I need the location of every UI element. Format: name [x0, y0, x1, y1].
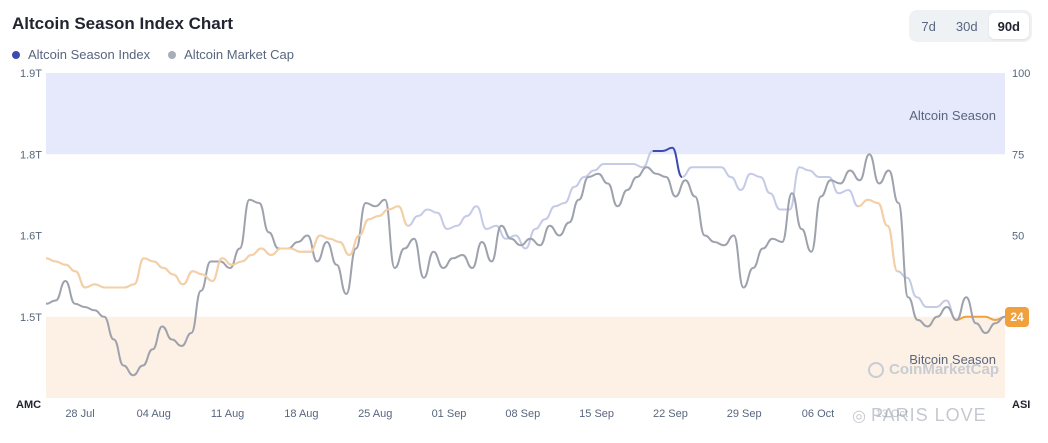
- x-axis-tick: 29 Sep: [727, 408, 762, 420]
- x-axis-tick: 25 Aug: [358, 408, 392, 420]
- camera-icon: ◎: [852, 407, 867, 425]
- left-axis-tick: 1.6T: [20, 231, 42, 243]
- x-axis-tick: 28 Jul: [65, 408, 94, 420]
- asi-line-segment: [45, 150, 654, 289]
- legend-dot-amc: [168, 50, 177, 59]
- chart-legend: Altcoin Season Index Altcoin Market Cap: [12, 47, 294, 62]
- zone-label-1: Bitcoin Season: [909, 352, 996, 367]
- x-axis-tick: 22 Sep: [653, 408, 688, 420]
- zone-band-1: [46, 316, 1005, 398]
- left-axis-label: AMC: [16, 399, 41, 411]
- chart-title: Altcoin Season Index Chart: [12, 14, 234, 33]
- asi-line-early: [45, 205, 409, 289]
- time-range-selector: 7d 30d 90d: [909, 10, 1032, 42]
- x-axis-tick: 04 Aug: [137, 408, 171, 420]
- right-axis-tick: 75: [1012, 149, 1024, 161]
- x-axis-tick: 18 Aug: [284, 408, 318, 420]
- right-axis-tick: 100: [1012, 68, 1030, 80]
- left-axis-tick: 1.8T: [20, 149, 42, 161]
- asi-line-segment: [652, 146, 684, 178]
- watermark-brand: CoinMarketCap: [889, 361, 1000, 378]
- overlay-watermark: ◎ PARIS LOVE: [852, 405, 987, 426]
- asi-line-late: [858, 198, 899, 273]
- x-axis-tick: 11 Aug: [211, 408, 244, 420]
- legend-item-asi[interactable]: Altcoin Season Index: [12, 47, 150, 62]
- x-axis-tick: 01 Sep: [432, 408, 467, 420]
- range-30d-button[interactable]: 30d: [947, 13, 987, 39]
- amc-line: [45, 153, 1006, 377]
- legend-item-amc[interactable]: Altcoin Market Cap: [168, 47, 294, 62]
- legend-label-asi: Altcoin Season Index: [28, 47, 151, 62]
- x-axis-tick: 08 Sep: [505, 408, 540, 420]
- x-axis-tick: 15 Sep: [579, 408, 614, 420]
- range-7d-button[interactable]: 7d: [912, 13, 944, 39]
- zone-label-0: Altcoin Season: [909, 108, 996, 123]
- zone-band-0: [46, 73, 1005, 155]
- overlay-watermark-text: PARIS LOVE: [870, 405, 987, 425]
- legend-dot-asi: [12, 50, 20, 59]
- current-asi-badge: 24: [1005, 307, 1029, 327]
- coinmarketcap-watermark: CoinMarketCap: [868, 361, 999, 378]
- range-90d-button[interactable]: 90d: [988, 13, 1029, 39]
- x-axis-tick: 06 Oct: [802, 408, 834, 420]
- right-axis-tick: 50: [1012, 231, 1024, 243]
- left-axis-tick: 1.9T: [20, 68, 42, 80]
- left-axis-tick: 1.5T: [20, 312, 42, 324]
- asi-line-segment: [956, 315, 1006, 321]
- legend-label-amc: Altcoin Market Cap: [184, 47, 294, 62]
- coinmarketcap-logo-icon: [868, 361, 884, 378]
- right-axis-label: ASI: [1012, 399, 1030, 411]
- asi-line-segment: [681, 166, 957, 321]
